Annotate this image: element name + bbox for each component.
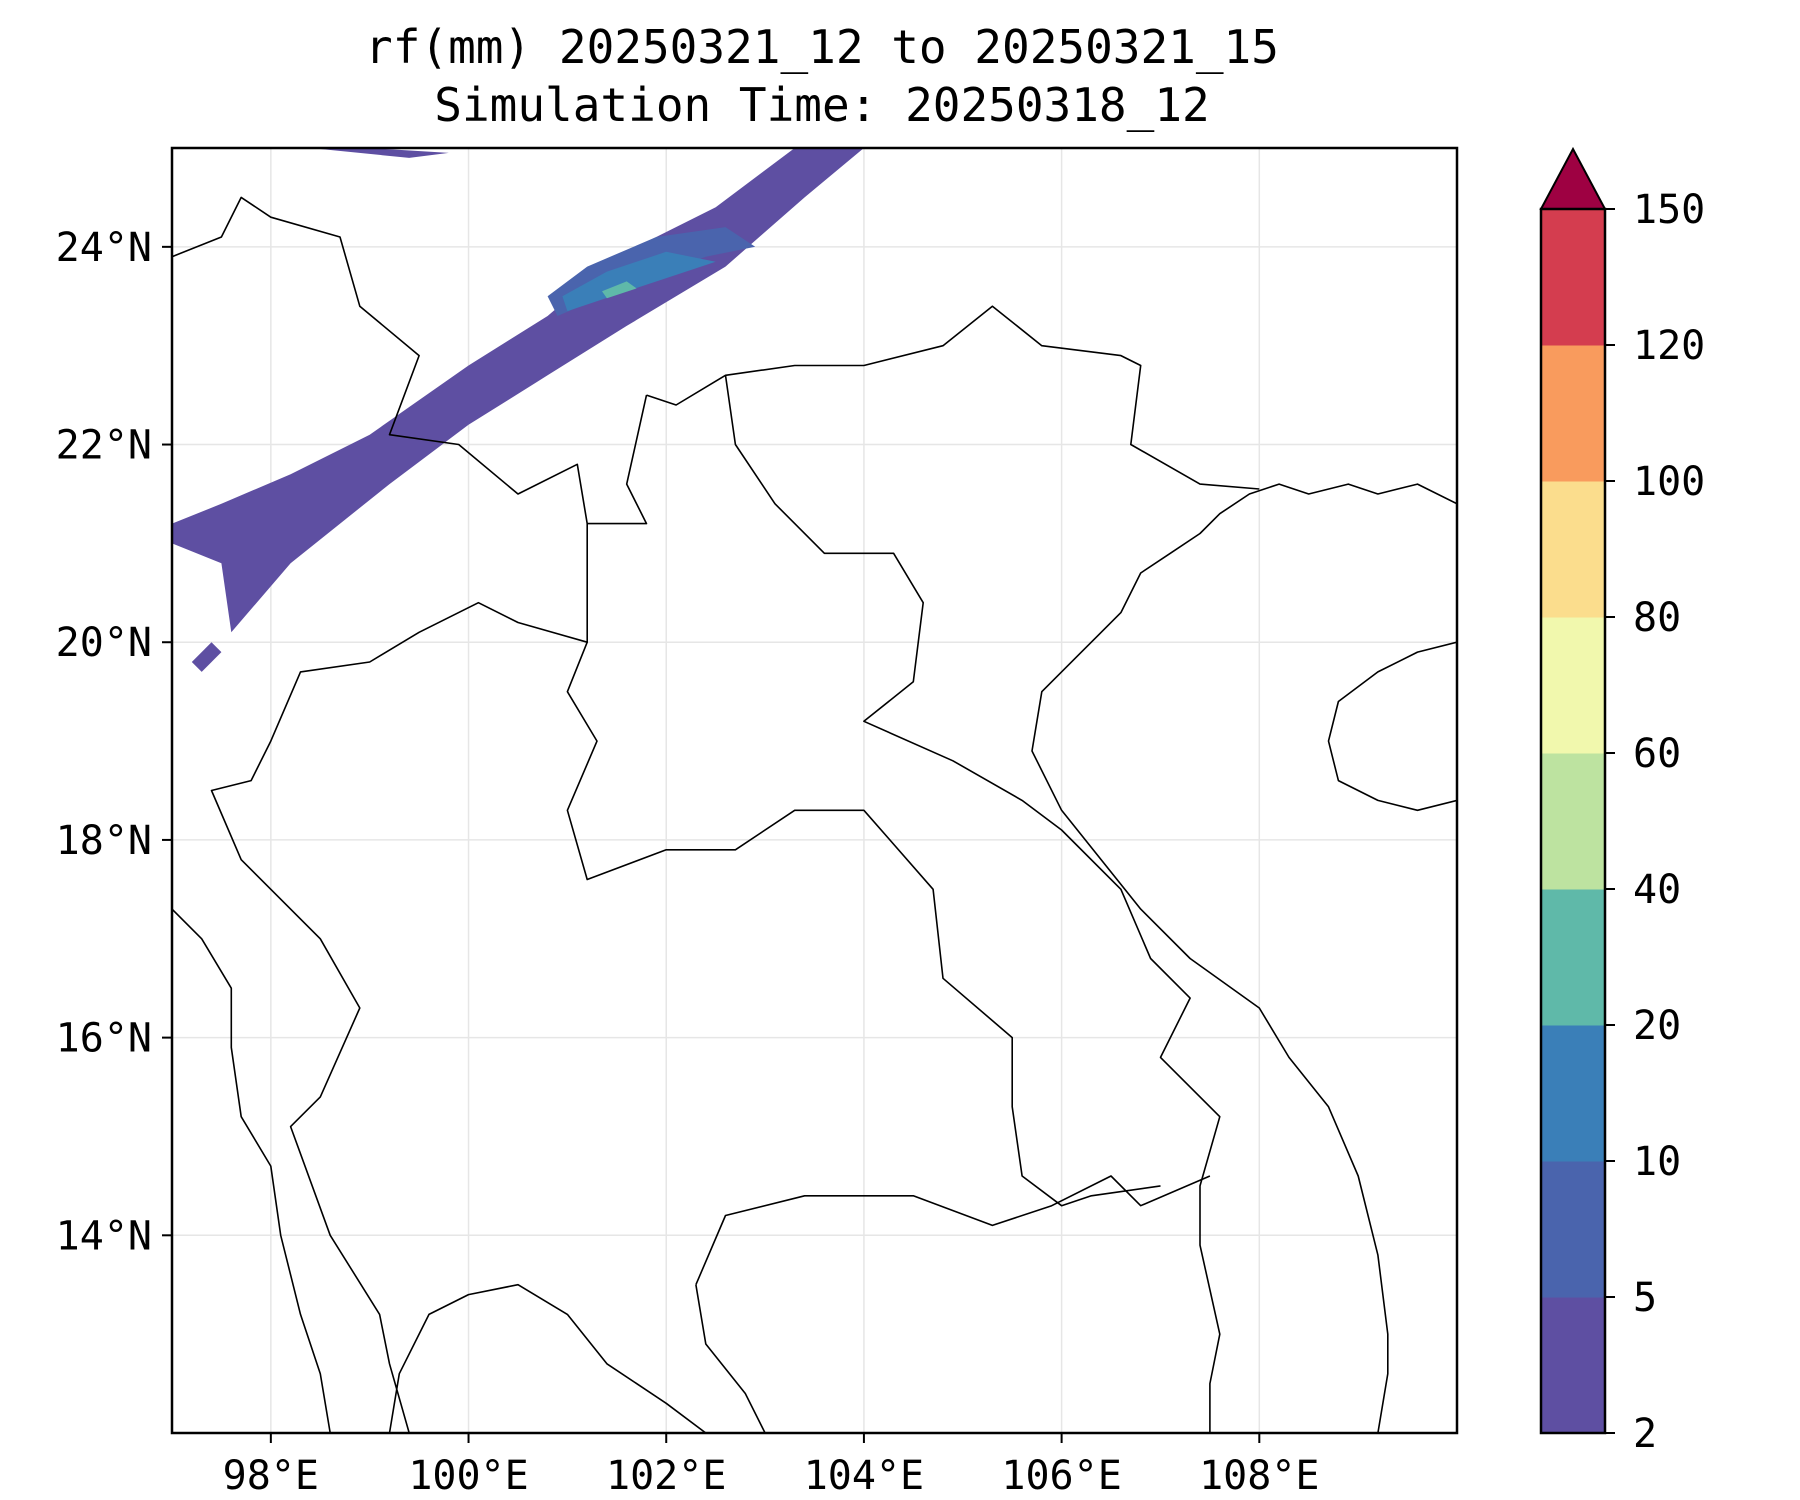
colorbar-segment (1541, 889, 1605, 1026)
colorbar-segment (1541, 345, 1605, 482)
lon-tick-label: 104°E (804, 1453, 924, 1499)
coastline (388, 1283, 707, 1433)
colorbar-tick-label: 80 (1633, 595, 1681, 641)
colorbar-segment (1541, 1161, 1605, 1298)
chart-title-line-2: Simulation Time: 20250318_12 (434, 78, 1210, 132)
chart-title-line-1: rf(mm) 20250321_12 to 20250321_15 (365, 20, 1279, 74)
country-border (566, 641, 1161, 1207)
rain-contour-2-5 (310, 148, 449, 158)
colorbar-segment (1541, 481, 1605, 618)
lon-tick-label: 108°E (1199, 1453, 1319, 1499)
longitude-axis: 98°E 100°E 102°E 104°E 106°E 108°E (223, 1433, 1320, 1499)
colorbar-segment (1541, 209, 1605, 346)
lat-tick-label: 16°N (56, 1016, 152, 1062)
colorbar-tick-label: 2 (1633, 1411, 1657, 1457)
colorbar-tick-label: 60 (1633, 731, 1681, 777)
colorbar-frame (1539, 207, 1607, 1435)
colorbar-tick-label: 10 (1633, 1139, 1681, 1185)
colorbar-tick-label: 20 (1633, 1003, 1681, 1049)
colorbar-tick-label: 120 (1633, 323, 1705, 369)
colorbar-tick-label: 40 (1633, 867, 1681, 913)
colorbar: 2 5 10 20 40 60 80 100 120 150 (1539, 146, 1705, 1457)
country-border (724, 375, 1221, 1433)
country-border (695, 1175, 1211, 1286)
rain-contour-20-40 (602, 281, 637, 299)
latitude-axis: 24°N 22°N 20°N 18°N 16°N 14°N (56, 225, 172, 1259)
lat-tick-label: 14°N (56, 1213, 152, 1259)
country-border (172, 196, 589, 1433)
lat-tick-label: 18°N (56, 818, 152, 864)
coastline (1327, 641, 1457, 812)
country-border (695, 1284, 766, 1433)
map-frame (170, 146, 1459, 1435)
lon-tick-label: 102°E (606, 1453, 726, 1499)
colorbar-extend-arrow (1539, 146, 1607, 210)
colorbar-tick-label: 5 (1633, 1275, 1657, 1321)
colorbar-tick-label: 150 (1633, 187, 1705, 233)
lat-tick-label: 22°N (56, 423, 152, 469)
colorbar-tick-label: 100 (1633, 459, 1705, 505)
colorbar-segment (1541, 753, 1605, 890)
lon-tick-label: 106°E (1001, 1453, 1121, 1499)
rainfall-contours (172, 148, 864, 672)
colorbar-segment (1541, 617, 1605, 754)
lat-tick-label: 20°N (56, 620, 152, 666)
map-background (172, 148, 1457, 1433)
rain-contour-2-5 (191, 642, 222, 672)
lon-tick-label: 98°E (223, 1453, 319, 1499)
country-border (587, 394, 648, 525)
lon-tick-label: 100°E (408, 1453, 528, 1499)
lat-tick-label: 24°N (56, 225, 152, 271)
rain-contour-10-20 (562, 251, 716, 312)
gridlines (172, 148, 1457, 1433)
boundaries (172, 196, 1457, 1433)
colorbar-segment (1541, 1297, 1605, 1434)
colorbar-segment (1541, 1025, 1605, 1162)
coastline (172, 908, 331, 1433)
coastline (1031, 483, 1457, 1433)
